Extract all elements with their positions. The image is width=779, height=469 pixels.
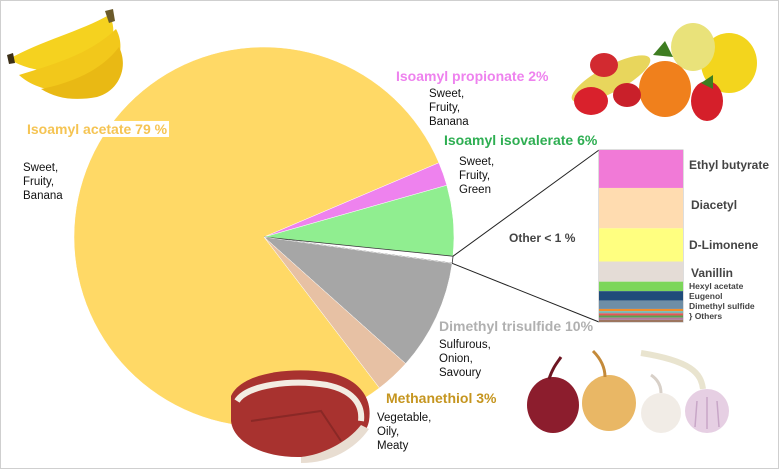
ham-image [231, 370, 370, 463]
slice-title-text: Isoamyl acetate 79 % [27, 121, 168, 137]
slice-title-isoamyl-isovalerate: Isoamyl isovalerate 6% [444, 132, 598, 148]
bar-label-d-limonene: D-Limonene [689, 238, 759, 252]
pie-slices [73, 46, 455, 428]
bar-segment-others-1 [599, 311, 683, 314]
bar-label-others: } Others [689, 311, 722, 321]
slice-descriptor-dimethyl-trisulfide: Sulfurous, Onion, Savoury [439, 339, 491, 379]
bar-segment-dimethyl-sulfide [599, 300, 683, 309]
bar-label-diacetyl: Diacetyl [691, 198, 738, 212]
bar-segment-others-4 [599, 317, 683, 320]
slice-descriptor-isoamyl-propionate: Sweet, Fruity, Banana [429, 88, 469, 128]
callout-line-bottom [451, 262, 600, 323]
bar-segment-others-2 [599, 313, 683, 316]
fruits-image [571, 23, 757, 121]
bar-segment-d-limonene [599, 228, 683, 262]
other-breakdown-bar [598, 149, 684, 323]
callout-line-top [452, 149, 600, 257]
other-label: Other < 1 % [509, 231, 576, 245]
bar-segment-diacetyl [599, 187, 683, 229]
bar-segment-hexyl-acetate [599, 281, 683, 292]
slice-title-isoamyl-acetate: Isoamyl acetate 79 % [25, 121, 170, 137]
slice-title-methanethiol: Methanethiol 3% [386, 390, 497, 406]
slice-title-dimethyl-trisulfide: Dimethyl trisulfide 10% [439, 318, 594, 334]
pie-slice-methanethiol [263, 236, 406, 389]
slice-title-isoamyl-propionate: Isoamyl propionate 2% [396, 68, 549, 84]
bar-label-ethyl-butyrate: Ethyl butyrate [689, 158, 770, 172]
slice-descriptor-methanethiol: Vegetable, Oily, Meaty [377, 412, 432, 452]
banana-image [7, 9, 123, 99]
onion-garlic-image [527, 349, 729, 433]
bar-label-eugenol: Eugenol [689, 291, 723, 301]
bar-segment-eugenol [599, 291, 683, 301]
slice-descriptor-isoamyl-acetate: Sweet, Fruity, Banana [23, 162, 63, 202]
bar-label-hexyl-acetate: Hexyl acetate [689, 281, 744, 291]
bar-segment-others-5 [599, 319, 683, 322]
others-text: Others [694, 311, 723, 321]
slice-descriptor-isoamyl-isovalerate: Sweet, Fruity, Green [459, 156, 495, 196]
bar-segment-ethyl-butyrate [599, 150, 683, 188]
bar-segment-others-0 [599, 308, 683, 312]
bar-label-vanillin: Vanillin [691, 266, 734, 280]
bar-label-dimethyl-sulfide: Dimethyl sulfide [689, 301, 755, 311]
others-bracket: } [689, 311, 693, 321]
bar-segment-others-3 [599, 315, 683, 318]
callout-lines [451, 149, 600, 323]
bar-segment-vanillin [599, 261, 683, 282]
pie-slice-dimethyl-trisulfide [263, 236, 453, 364]
